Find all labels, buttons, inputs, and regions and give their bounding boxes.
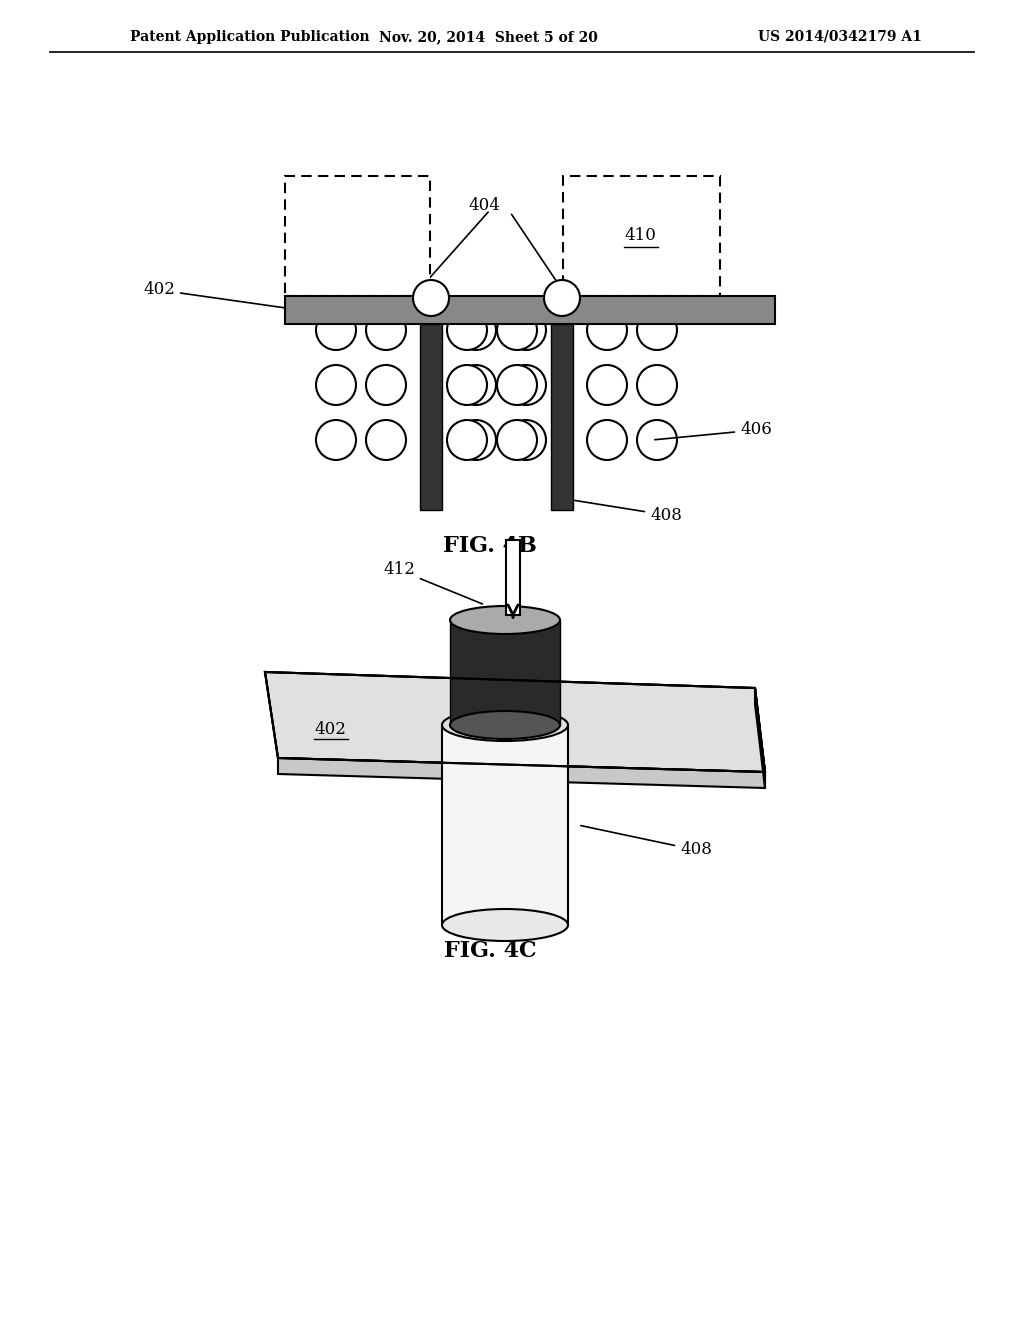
Circle shape (366, 310, 406, 350)
Circle shape (316, 366, 356, 405)
Text: 408: 408 (581, 825, 712, 858)
Bar (442, 725, 568, 925)
Circle shape (413, 280, 449, 315)
Circle shape (447, 310, 487, 350)
Bar (285, 176, 430, 296)
Bar (563, 176, 720, 296)
Circle shape (366, 420, 406, 459)
Circle shape (506, 366, 546, 405)
Text: Patent Application Publication: Patent Application Publication (130, 30, 370, 44)
Circle shape (456, 420, 496, 459)
Circle shape (316, 310, 356, 350)
Circle shape (637, 310, 677, 350)
Circle shape (637, 420, 677, 459)
Circle shape (497, 310, 537, 350)
Circle shape (497, 366, 537, 405)
Bar (420, 323, 442, 510)
Text: 406: 406 (654, 421, 772, 440)
Text: 412: 412 (383, 561, 482, 605)
Text: 402: 402 (143, 281, 297, 310)
Circle shape (447, 366, 487, 405)
Text: 410: 410 (624, 227, 656, 244)
Circle shape (456, 366, 496, 405)
Circle shape (506, 420, 546, 459)
Text: US 2014/0342179 A1: US 2014/0342179 A1 (758, 30, 922, 44)
Circle shape (506, 310, 546, 350)
Circle shape (497, 420, 537, 459)
Circle shape (316, 420, 356, 459)
Ellipse shape (442, 709, 568, 741)
Polygon shape (278, 758, 765, 788)
Polygon shape (265, 672, 765, 772)
Polygon shape (755, 688, 765, 788)
Text: FIG. 4B: FIG. 4B (443, 535, 537, 557)
Bar (551, 323, 573, 510)
Circle shape (544, 280, 580, 315)
Bar (450, 620, 560, 725)
Ellipse shape (442, 909, 568, 941)
Circle shape (587, 366, 627, 405)
Text: 404: 404 (468, 197, 500, 214)
Text: 402: 402 (314, 722, 346, 738)
Ellipse shape (450, 606, 560, 634)
Text: Nov. 20, 2014  Sheet 5 of 20: Nov. 20, 2014 Sheet 5 of 20 (379, 30, 597, 44)
Circle shape (456, 310, 496, 350)
Bar (506, 540, 520, 615)
Circle shape (587, 420, 627, 459)
Text: 408: 408 (574, 500, 682, 524)
Ellipse shape (450, 711, 560, 739)
Circle shape (587, 310, 627, 350)
Circle shape (366, 366, 406, 405)
Text: FIG. 4C: FIG. 4C (443, 940, 537, 962)
Circle shape (637, 366, 677, 405)
Circle shape (447, 420, 487, 459)
Bar (285, 296, 775, 323)
